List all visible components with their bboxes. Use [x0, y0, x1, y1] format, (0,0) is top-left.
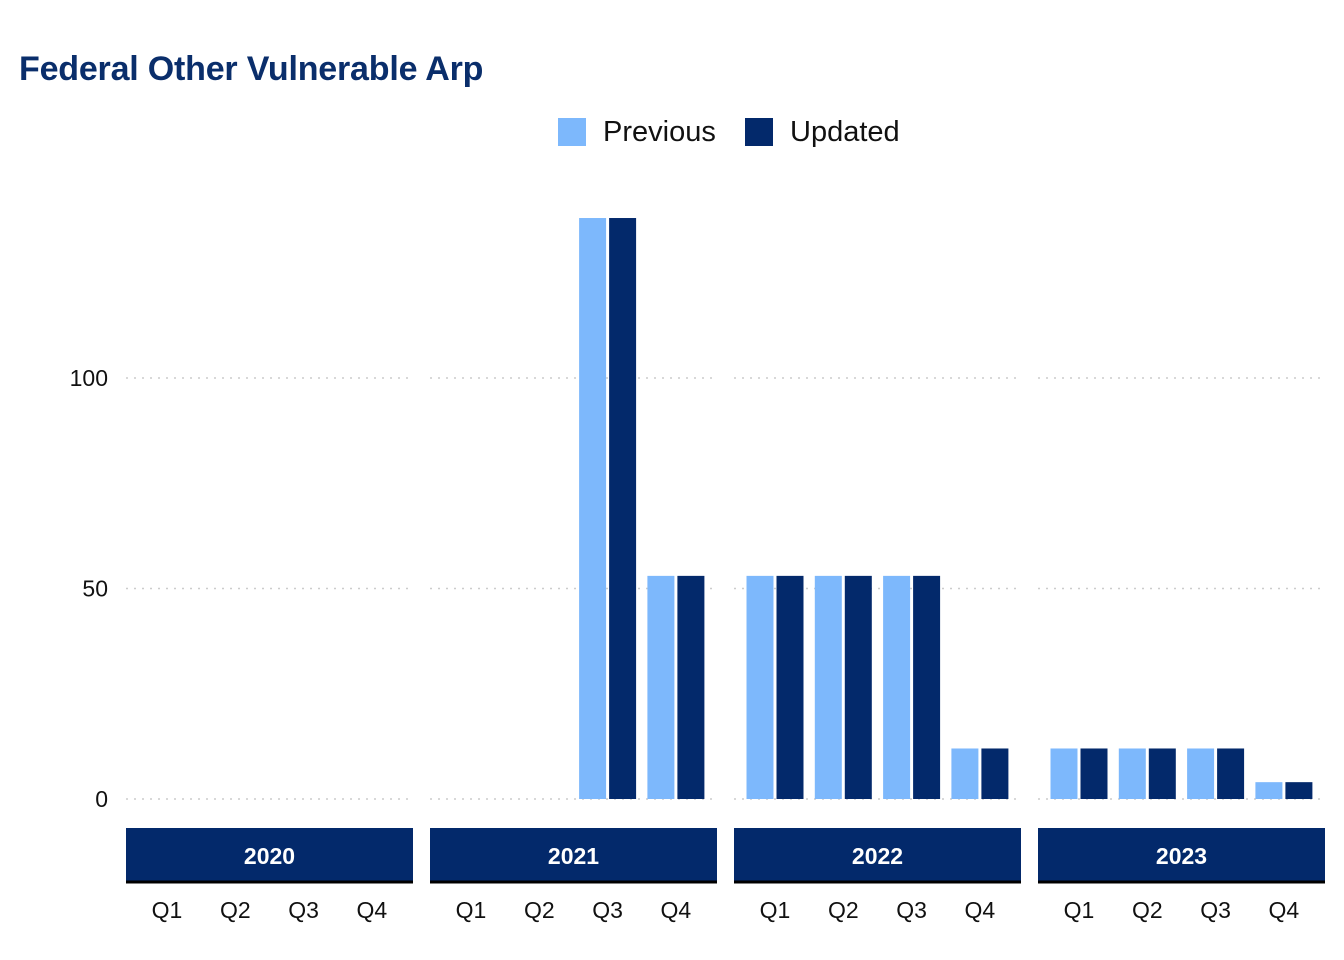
facet-strip-2021	[430, 828, 717, 882]
legend-label-previous: Previous	[603, 116, 716, 148]
facet-label-2020: 2020	[244, 843, 295, 869]
bar-previous-2022-Q4	[951, 748, 979, 799]
x-tick-label-2021-Q2: Q2	[524, 897, 555, 923]
facet-strip-2022	[734, 828, 1021, 882]
bar-previous-2021-Q4	[647, 575, 675, 799]
x-tick-label-2023-Q4: Q4	[1269, 897, 1300, 923]
bar-previous-2022-Q3	[883, 575, 911, 799]
bar-previous-2021-Q3	[579, 218, 607, 799]
bar-updated-2023-Q4	[1285, 782, 1313, 799]
x-tick-label-2023-Q2: Q2	[1132, 897, 1163, 923]
x-tick-label-2022-Q1: Q1	[760, 897, 791, 923]
bar-previous-2022-Q1	[746, 575, 774, 799]
facet-strip-2020	[126, 828, 413, 882]
bar-updated-2023-Q2	[1148, 748, 1176, 799]
x-tick-label-2023-Q3: Q3	[1200, 897, 1231, 923]
bar-updated-2023-Q3	[1217, 748, 1245, 799]
facet-strip-2023	[1038, 828, 1325, 882]
bar-updated-2022-Q3	[913, 575, 941, 799]
x-tick-label-2020-Q2: Q2	[220, 897, 251, 923]
y-tick-label-50: 50	[82, 576, 108, 602]
legend-swatch-updated	[745, 118, 773, 146]
bar-updated-2021-Q3	[609, 218, 637, 799]
bar-updated-2022-Q4	[981, 748, 1009, 799]
bar-previous-2023-Q4	[1255, 782, 1283, 799]
facet-label-2021: 2021	[548, 843, 599, 869]
legend-label-updated: Updated	[790, 116, 900, 148]
chart-title: Federal Other Vulnerable Arp	[19, 50, 484, 88]
x-tick-label-2020-Q1: Q1	[152, 897, 183, 923]
x-tick-label-2022-Q3: Q3	[896, 897, 927, 923]
y-tick-label-100: 100	[70, 365, 108, 391]
bar-updated-2021-Q4	[677, 575, 705, 799]
x-tick-label-2020-Q4: Q4	[357, 897, 388, 923]
bar-updated-2023-Q1	[1080, 748, 1108, 799]
x-tick-label-2022-Q2: Q2	[828, 897, 859, 923]
bar-previous-2022-Q2	[814, 575, 842, 799]
facet-label-2023: 2023	[1156, 843, 1207, 869]
bar-previous-2023-Q3	[1187, 748, 1215, 799]
legend-swatch-previous	[558, 118, 586, 146]
y-tick-label-0: 0	[95, 786, 108, 812]
x-tick-label-2023-Q1: Q1	[1064, 897, 1095, 923]
x-tick-label-2020-Q3: Q3	[288, 897, 319, 923]
x-tick-label-2022-Q4: Q4	[965, 897, 996, 923]
bar-updated-2022-Q1	[776, 575, 804, 799]
x-tick-label-2021-Q4: Q4	[661, 897, 692, 923]
bar-previous-2023-Q1	[1050, 748, 1078, 799]
x-tick-label-2021-Q1: Q1	[456, 897, 487, 923]
x-tick-label-2021-Q3: Q3	[592, 897, 623, 923]
bar-previous-2023-Q2	[1118, 748, 1146, 799]
facet-label-2022: 2022	[852, 843, 903, 869]
bar-updated-2022-Q2	[844, 575, 872, 799]
